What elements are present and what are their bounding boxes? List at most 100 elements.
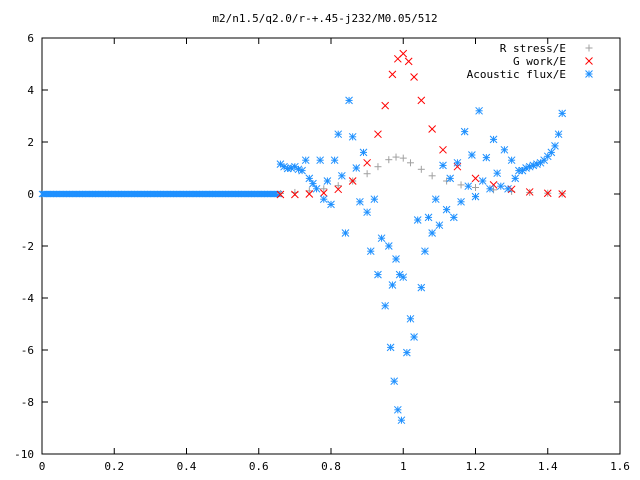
acoustic-flux-point bbox=[540, 156, 548, 165]
acoustic-flux-point bbox=[359, 148, 368, 157]
acoustic-flux-point bbox=[435, 221, 444, 230]
acoustic-flux-point bbox=[280, 162, 288, 171]
y-tick-label: -8 bbox=[21, 396, 34, 409]
acoustic-flux-points bbox=[276, 96, 567, 425]
acoustic-flux-point bbox=[352, 164, 361, 172]
g-work-point bbox=[291, 190, 299, 199]
r-stress-point bbox=[320, 185, 328, 193]
acoustic-flux-point bbox=[507, 156, 516, 165]
r-stress-point bbox=[374, 163, 382, 171]
r-stress-point bbox=[406, 159, 414, 167]
acoustic-flux-point bbox=[514, 166, 523, 175]
x-tick-label: 0.6 bbox=[249, 460, 269, 473]
x-tick-label: 1.4 bbox=[538, 460, 558, 473]
acoustic-flux-point bbox=[356, 197, 364, 206]
acoustic-flux-point bbox=[348, 132, 357, 141]
acoustic-flux-point bbox=[403, 348, 411, 357]
legend-label: Acoustic flux/E bbox=[467, 68, 566, 81]
acoustic-flux-point bbox=[377, 234, 386, 243]
x-tick-label: 0.4 bbox=[177, 460, 197, 473]
acoustic-flux-point bbox=[460, 127, 469, 136]
x-tick-label: 0.2 bbox=[104, 460, 124, 473]
x-tick-label: 0 bbox=[39, 460, 46, 473]
acoustic-flux-point bbox=[446, 174, 455, 183]
acoustic-flux-point bbox=[386, 343, 395, 352]
x-tick-label: 1.2 bbox=[466, 460, 486, 473]
x-tick-label: 1.6 bbox=[610, 460, 630, 473]
acoustic-flux-point bbox=[453, 158, 462, 167]
acoustic-flux-point bbox=[397, 416, 406, 425]
acoustic-flux-point bbox=[431, 195, 440, 204]
g-work-point bbox=[334, 185, 343, 194]
acoustic-flux-point bbox=[316, 156, 325, 165]
acoustic-flux-point bbox=[399, 273, 408, 282]
acoustic-flux-point bbox=[493, 169, 502, 178]
g-work-point bbox=[348, 177, 357, 185]
acoustic-flux-point bbox=[413, 216, 422, 224]
legend-label: G work/E bbox=[513, 55, 566, 68]
zero-baseline bbox=[38, 190, 283, 198]
acoustic-flux-point bbox=[439, 161, 447, 170]
acoustic-flux-point bbox=[504, 184, 512, 193]
r-stress-point bbox=[417, 165, 425, 173]
acoustic-flux-point bbox=[410, 333, 418, 341]
y-tick-label: -4 bbox=[21, 292, 35, 305]
acoustic-flux-point bbox=[309, 179, 317, 188]
r-stress-point bbox=[363, 170, 371, 178]
acoustic-flux-point bbox=[392, 255, 400, 263]
y-tick-label: 2 bbox=[27, 136, 34, 149]
acoustic-flux-point bbox=[393, 405, 402, 414]
g-work-point bbox=[410, 73, 418, 81]
g-work-point bbox=[388, 70, 397, 79]
g-work-point bbox=[363, 158, 371, 167]
acoustic-flux-point bbox=[442, 205, 451, 214]
g-work-point bbox=[525, 188, 534, 196]
acoustic-flux-point bbox=[551, 142, 559, 150]
legend-marker bbox=[585, 44, 593, 52]
g-work-point bbox=[381, 101, 390, 110]
acoustic-flux-point bbox=[457, 197, 465, 206]
acoustic-flux-point bbox=[381, 301, 390, 310]
y-tick-label: 4 bbox=[27, 84, 34, 97]
acoustic-flux-point bbox=[363, 208, 371, 217]
y-tick-label: -6 bbox=[21, 344, 34, 357]
acoustic-flux-point bbox=[374, 270, 382, 279]
r-stress-point bbox=[334, 182, 342, 190]
acoustic-flux-point bbox=[274, 190, 281, 198]
acoustic-flux-point bbox=[330, 156, 339, 165]
y-axis: -10 -8 -6 -4 -2 0 2 4 6 bbox=[14, 32, 620, 461]
chart-title: m2/n1.5/q2.0/r-+.45-j232/M0.05/512 bbox=[212, 12, 437, 25]
x-tick-label: 1 bbox=[400, 460, 407, 473]
g-work-point bbox=[471, 174, 480, 183]
legend-marker bbox=[585, 57, 593, 65]
acoustic-flux-point bbox=[319, 195, 328, 204]
g-work-point bbox=[558, 190, 567, 198]
acoustic-flux-point bbox=[345, 96, 353, 105]
acoustic-flux-point bbox=[496, 182, 505, 191]
acoustic-flux-point bbox=[511, 174, 520, 183]
r-stress-point bbox=[392, 153, 400, 161]
r-stress-point bbox=[385, 156, 393, 164]
acoustic-flux-point bbox=[406, 314, 415, 323]
g-work-point bbox=[404, 57, 413, 66]
acoustic-flux-point bbox=[334, 130, 343, 139]
g-work-point bbox=[453, 162, 462, 171]
acoustic-flux-point bbox=[482, 153, 491, 162]
r-stress-point bbox=[305, 187, 313, 195]
acoustic-flux-point bbox=[421, 247, 429, 256]
r-stress-point bbox=[428, 172, 436, 180]
acoustic-flux-point bbox=[464, 182, 473, 191]
g-work-point bbox=[374, 130, 382, 139]
g-work-point bbox=[305, 190, 314, 198]
acoustic-flux-point bbox=[298, 166, 306, 175]
acoustic-flux-point bbox=[500, 145, 509, 154]
g-work-point bbox=[439, 145, 447, 154]
g-work-point bbox=[399, 49, 408, 58]
acoustic-flux-point bbox=[341, 229, 350, 237]
y-tick-label: 0 bbox=[27, 188, 34, 201]
g-work-point bbox=[276, 190, 285, 199]
acoustic-flux-point bbox=[327, 200, 335, 209]
acoustic-flux-point bbox=[312, 184, 321, 193]
r-stress-point bbox=[399, 154, 407, 162]
